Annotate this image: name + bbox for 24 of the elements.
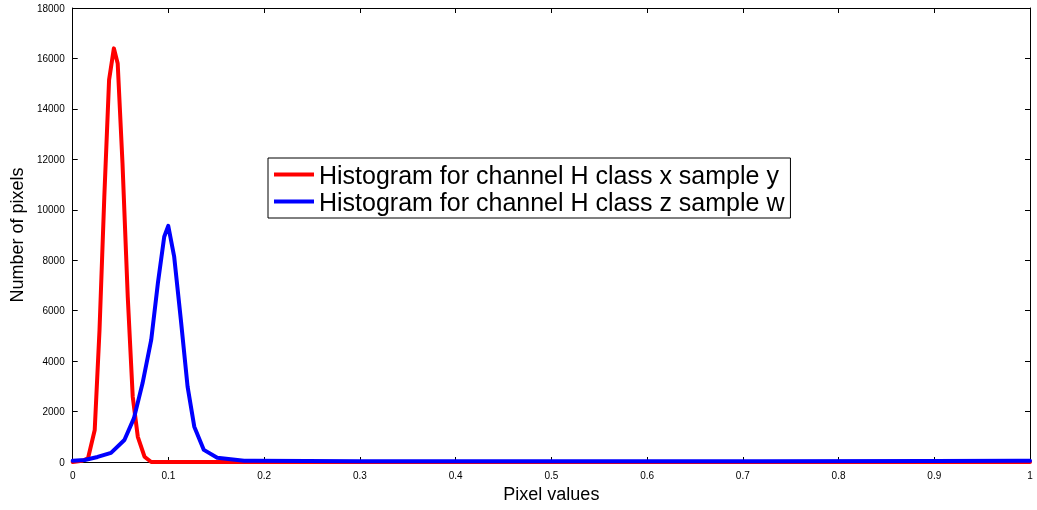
y-tick-label: 4000 xyxy=(42,355,66,367)
y-tick-label: 18000 xyxy=(36,2,66,14)
y-tick-label: 14000 xyxy=(36,103,66,115)
x-tick-label: 0.1 xyxy=(161,469,176,481)
x-tick-label: 0.8 xyxy=(831,469,846,481)
y-tick-label: 16000 xyxy=(36,52,66,64)
x-axis-title: Pixel values xyxy=(503,483,600,504)
x-tick-label: 1 xyxy=(1027,469,1034,481)
y-tick-label: 6000 xyxy=(42,305,66,317)
x-tick-label: 0.2 xyxy=(257,469,272,481)
x-tick-label: 0.6 xyxy=(640,469,655,481)
x-tick-label: 0.9 xyxy=(927,469,942,481)
y-tick-label: 10000 xyxy=(36,204,66,216)
legend-label: Histogram for channel H class x sample y xyxy=(319,160,780,189)
y-tick-label: 12000 xyxy=(36,153,66,165)
y-tick-label: 8000 xyxy=(42,254,66,266)
x-tick-label: 0.7 xyxy=(735,469,751,481)
x-tick-label: 0.4 xyxy=(448,469,464,481)
x-tick-label: 0 xyxy=(69,469,76,481)
y-tick-label: 0 xyxy=(59,456,66,468)
y-axis-title: Number of pixels xyxy=(7,167,27,303)
x-tick-label: 0.5 xyxy=(544,469,559,481)
y-tick-label: 2000 xyxy=(42,406,66,418)
x-tick-label: 0.3 xyxy=(352,469,368,481)
